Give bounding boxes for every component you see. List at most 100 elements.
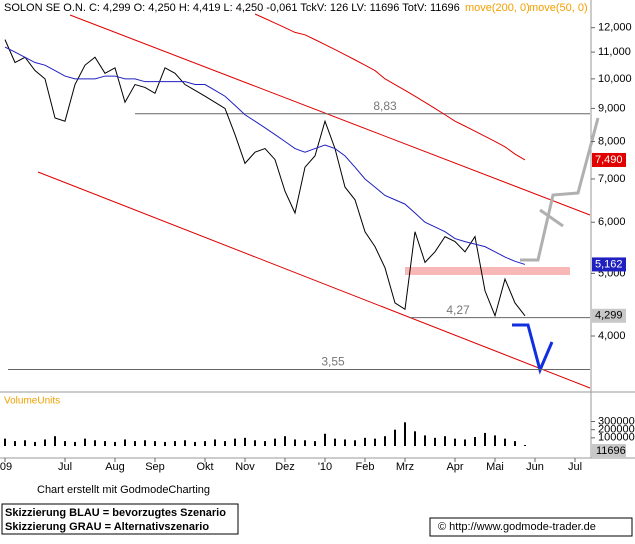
- volume-bar: [314, 441, 316, 446]
- volume-bar: [464, 439, 466, 446]
- x-tick-label: Jun: [526, 461, 544, 473]
- volume-bar: [334, 438, 336, 446]
- volume-bar: [264, 441, 266, 446]
- volume-bar: [134, 441, 136, 446]
- y-tick-label: 7,000: [598, 173, 626, 185]
- x-tick-label: Jul: [58, 461, 72, 473]
- level-label: 3,55: [321, 355, 345, 369]
- volume-bar: [94, 440, 96, 446]
- channel-lower: [37, 171, 591, 389]
- x-tick-label: '10: [318, 461, 332, 473]
- price-label-box: [592, 257, 626, 272]
- y-tick-label: 11,000: [598, 46, 631, 58]
- volume-label: VolumeUnits: [4, 396, 60, 407]
- volume-bar: [364, 437, 366, 446]
- y-tick-label: 10,000: [598, 73, 632, 85]
- volume-bar: [444, 436, 446, 446]
- volume-bar: [484, 432, 486, 446]
- price-label-box: [592, 152, 626, 167]
- volume-bar: [424, 435, 426, 446]
- volume-last-box: [592, 444, 626, 457]
- price-line: [4, 39, 526, 318]
- volume-bar: [74, 441, 76, 446]
- volume-bar: [294, 439, 296, 446]
- volume-bar: [494, 435, 496, 446]
- volume-bar: [274, 438, 276, 446]
- gray-scenario-arrow: [520, 117, 600, 262]
- volume-bar: [204, 441, 206, 446]
- volume-bar: [104, 441, 106, 446]
- x-tick-label: Mrz: [396, 461, 414, 473]
- volume-bar: [414, 431, 416, 446]
- y-tick-label: 9,000: [598, 102, 626, 114]
- x-tick-label: Apr: [446, 461, 463, 473]
- volume-bar: [24, 440, 26, 446]
- volume-bar: [324, 433, 326, 446]
- volume-bar: [404, 422, 406, 446]
- volume-bar: [354, 440, 356, 446]
- channel-upper: [69, 14, 591, 216]
- legend-entry: move(200, 0): [465, 2, 530, 14]
- volume-bar: [64, 441, 66, 446]
- resistance-zone: [405, 267, 570, 275]
- volume-last: 11696: [596, 445, 626, 457]
- level-label: 4,27: [446, 303, 470, 317]
- level-label: 8,83: [373, 99, 397, 113]
- header: SOLON SE O.N. C: 4,299 O: 4,250 H: 4,419…: [4, 2, 460, 14]
- volume-bar: [474, 437, 476, 446]
- credit: Chart erstellt mit GodmodeCharting: [37, 484, 210, 496]
- x-tick-label: '09: [0, 461, 12, 473]
- volume-bar: [344, 439, 346, 446]
- volume-tick-label: 300000: [598, 415, 635, 427]
- x-tick-label: Jul: [568, 461, 582, 473]
- y-tick-label: 8,000: [598, 135, 626, 147]
- gray-scenario-arrow: [539, 208, 564, 228]
- volume-bar: [54, 436, 56, 446]
- volume-bar: [194, 441, 196, 446]
- x-tick-label: Okt: [196, 461, 213, 473]
- price-label-box: [592, 308, 626, 323]
- volume-tick-label: 200000: [598, 424, 635, 436]
- volume-bar: [184, 440, 186, 446]
- y-tick-label: 12,000: [598, 22, 632, 34]
- blue-scenario-arrow: [512, 323, 554, 375]
- note-blue: Skizzierung BLAU = bevorzugtes Szenario: [5, 507, 226, 519]
- volume-bar: [284, 436, 286, 446]
- volume-bar: [244, 437, 246, 446]
- legend-entry: move(50, 0): [529, 2, 588, 14]
- volume-bar: [124, 439, 126, 446]
- y-tick-label: 6,000: [598, 216, 626, 228]
- price-label: 7,490: [595, 154, 623, 166]
- volume-bar: [84, 438, 86, 446]
- note-box: [1, 503, 239, 535]
- x-tick-label: Nov: [235, 461, 255, 473]
- note-gray: Skizzierung GRAU = Alternativszenario: [5, 521, 209, 533]
- x-tick-label: Aug: [105, 461, 125, 473]
- volume-bar: [164, 441, 166, 446]
- volume-bar: [144, 440, 146, 446]
- x-tick-label: Sep: [145, 461, 165, 473]
- volume-bar: [14, 441, 16, 446]
- volume-bar: [504, 438, 506, 446]
- volume-bar: [454, 438, 456, 446]
- moving-average: [254, 13, 526, 161]
- price-label: 4,299: [595, 310, 623, 322]
- volume-bar: [514, 441, 516, 446]
- y-tick-label: 4,000: [598, 330, 626, 342]
- volume-bar: [154, 441, 156, 446]
- volume-bar: [384, 436, 386, 446]
- volume-bar: [394, 429, 396, 446]
- volume-bar: [304, 440, 306, 446]
- volume-bar: [114, 441, 116, 446]
- volume-bar: [524, 445, 526, 446]
- x-tick-label: Mai: [486, 461, 504, 473]
- volume-bar: [44, 439, 46, 446]
- volume-bar: [434, 437, 436, 446]
- volume-bar: [4, 438, 6, 446]
- volume-bar: [254, 440, 256, 446]
- price-label: 5,162: [595, 258, 623, 270]
- volume-bar: [224, 441, 226, 446]
- volume-bar: [174, 441, 176, 446]
- volume-bar: [214, 439, 216, 446]
